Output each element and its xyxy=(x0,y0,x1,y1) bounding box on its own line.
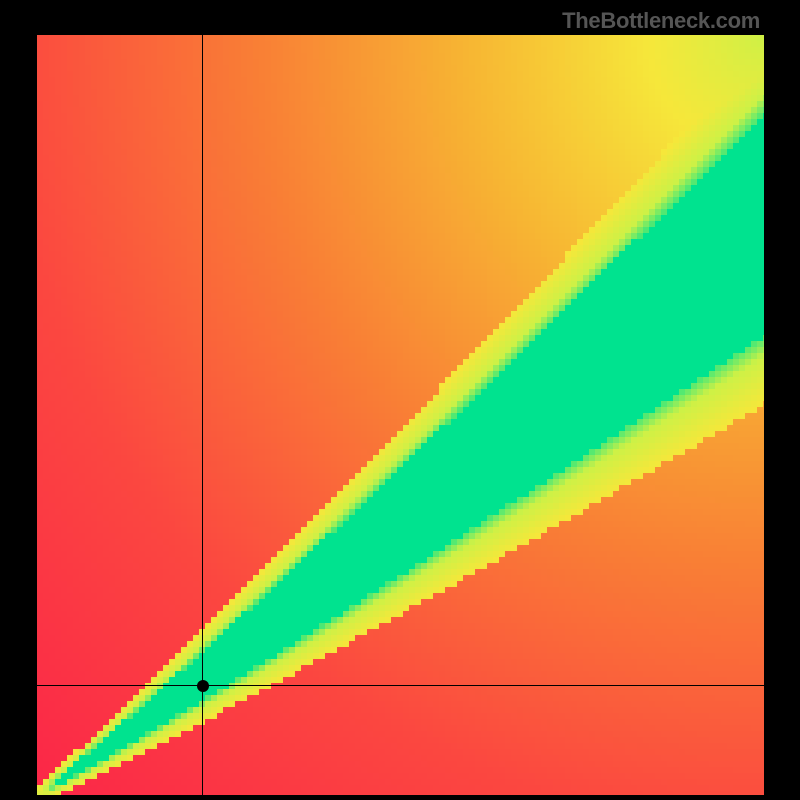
heatmap-plot xyxy=(37,35,764,795)
chart-frame: TheBottleneck.com xyxy=(0,0,800,800)
attribution-text: TheBottleneck.com xyxy=(562,8,760,34)
heatmap-canvas xyxy=(37,35,764,795)
crosshair-marker xyxy=(197,680,209,692)
crosshair-horizontal xyxy=(37,685,764,686)
